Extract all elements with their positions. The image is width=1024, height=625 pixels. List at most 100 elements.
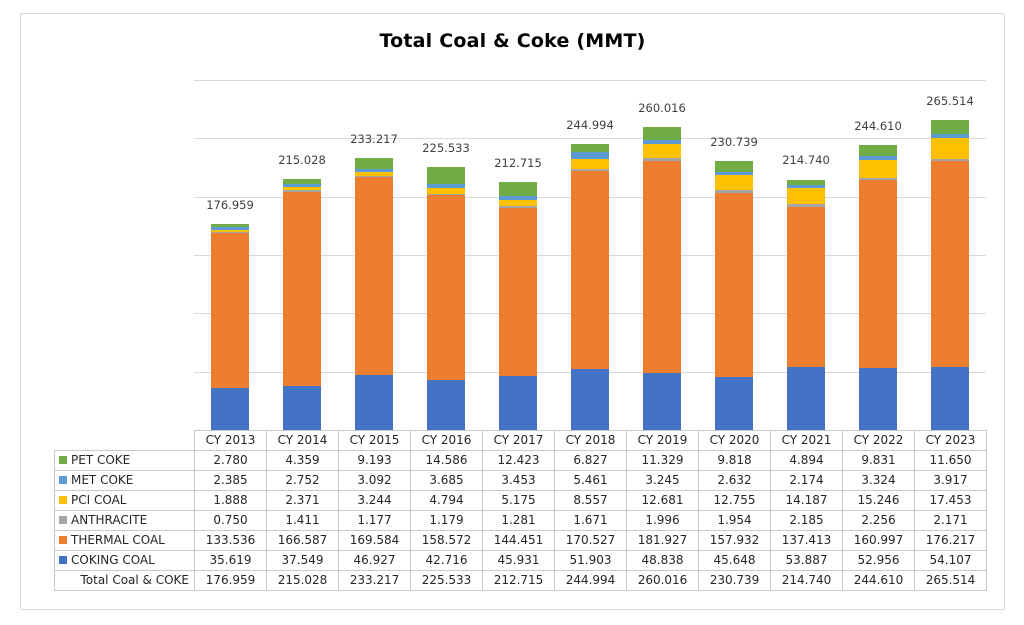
cell-pci-coal-cy-2017: 5.175 <box>482 490 555 511</box>
series-name-label: PET COKE <box>71 453 131 467</box>
legend-swatch-pci-coal <box>59 496 67 504</box>
cell-total-cy-2015: 233.217 <box>338 570 411 591</box>
bar-segment-anthracite-cy-2021 <box>787 204 825 207</box>
column-header-cy-2015: CY 2015 <box>338 430 411 451</box>
bar-total-label-cy-2016: 225.533 <box>422 140 470 155</box>
bar-segment-coking-coal-cy-2020 <box>715 376 753 430</box>
bar-column-cy-2015: 233.217 <box>338 80 410 430</box>
cell-pet-coke-cy-2019: 11.329 <box>626 450 699 471</box>
bar-column-cy-2013: 176.959 <box>194 80 266 430</box>
cell-coking-coal-cy-2014: 37.549 <box>266 550 339 571</box>
bar-segment-anthracite-cy-2014 <box>283 190 321 192</box>
cell-coking-coal-cy-2021: 53.887 <box>770 550 843 571</box>
gridline-300 <box>194 80 986 81</box>
cell-pci-coal-cy-2021: 14.187 <box>770 490 843 511</box>
row-label-pet-coke: PET COKE <box>54 450 195 471</box>
cell-total-cy-2017: 212.715 <box>482 570 555 591</box>
cell-pci-coal-cy-2018: 8.557 <box>554 490 627 511</box>
legend-swatch-pet-coke <box>59 456 67 464</box>
cell-pci-coal-cy-2013: 1.888 <box>194 490 267 511</box>
bar-segment-thermal-coal-cy-2016 <box>427 195 465 381</box>
table-corner-cell <box>55 431 195 451</box>
data-table: CY 2013 CY 2014 CY 2015 CY 2016 CY 2017 CY 20… <box>54 430 987 591</box>
bar-total-label-cy-2022: 244.610 <box>854 118 902 133</box>
bar-segment-pci-coal-cy-2015 <box>355 172 393 177</box>
bar-segment-coking-coal-cy-2021 <box>787 367 825 430</box>
table-header-row: CY 2013 CY 2014 CY 2015 CY 2016 CY 2017 CY 20… <box>55 430 987 451</box>
series-name-label: MET COKE <box>71 473 134 487</box>
bar-segment-met-coke-cy-2022 <box>859 156 897 160</box>
cell-pci-coal-cy-2023: 17.453 <box>914 490 987 511</box>
bar-segment-coking-coal-cy-2013 <box>211 388 249 430</box>
cell-pet-coke-cy-2018: 6.827 <box>554 450 627 471</box>
stacked-bar-cy-2023 <box>931 120 969 430</box>
bar-total-label-cy-2023: 265.514 <box>926 94 974 109</box>
bar-segment-thermal-coal-cy-2022 <box>859 180 897 369</box>
cell-coking-coal-cy-2013: 35.619 <box>194 550 267 571</box>
bar-total-label-cy-2021: 214.740 <box>782 153 830 168</box>
stacked-bar-cy-2017 <box>499 181 537 430</box>
bar-segment-pci-coal-cy-2013 <box>211 229 249 232</box>
series-name-label: THERMAL COAL <box>71 533 165 547</box>
table-row-thermal-coal: THERMAL COAL 133.536 166.587 169.584 158.572… <box>54 530 987 551</box>
cell-anthracite-cy-2013: 0.750 <box>194 510 267 531</box>
stacked-bar-cy-2018 <box>571 144 609 430</box>
bar-segment-met-coke-cy-2023 <box>931 133 969 139</box>
row-label-pci-coal: PCI COAL <box>54 490 195 511</box>
cell-pet-coke-cy-2016: 14.586 <box>410 450 483 471</box>
data-table-body: CY 2013 CY 2014 CY 2015 CY 2016 CY 2017 CY 20… <box>54 430 987 591</box>
bar-segment-met-coke-cy-2016 <box>427 183 465 189</box>
cell-met-coke-cy-2017: 3.453 <box>482 470 555 491</box>
bar-total-label-cy-2013: 176.959 <box>206 197 254 212</box>
bar-column-cy-2022: 244.610 <box>842 80 914 430</box>
cell-met-coke-cy-2023: 3.917 <box>914 470 987 491</box>
bar-segment-coking-coal-cy-2017 <box>499 376 537 430</box>
bar-segment-anthracite-cy-2022 <box>859 177 897 181</box>
row-label-met-coke: MET COKE <box>54 470 195 491</box>
cell-thermal-coal-cy-2017: 144.451 <box>482 530 555 551</box>
cell-met-coke-cy-2020: 2.632 <box>698 470 771 491</box>
legend-swatch-thermal-coal <box>59 536 67 544</box>
bar-segment-pet-coke-cy-2019 <box>643 126 681 140</box>
cell-total-cy-2022: 244.610 <box>842 570 915 591</box>
bar-segment-coking-coal-cy-2019 <box>643 373 681 430</box>
bar-segment-pet-coke-cy-2018 <box>571 144 609 153</box>
bar-segment-pci-coal-cy-2023 <box>931 138 969 159</box>
cell-pet-coke-cy-2014: 4.359 <box>266 450 339 471</box>
column-header-cy-2019: CY 2019 <box>626 430 699 451</box>
cell-pet-coke-cy-2017: 12.423 <box>482 450 555 471</box>
cell-met-coke-cy-2013: 2.385 <box>194 470 267 491</box>
bar-total-label-cy-2020: 230.739 <box>710 134 758 149</box>
bar-column-cy-2018: 244.994 <box>554 80 626 430</box>
cell-anthracite-cy-2022: 2.256 <box>842 510 915 531</box>
bar-segment-pci-coal-cy-2022 <box>859 160 897 178</box>
bar-segment-thermal-coal-cy-2019 <box>643 160 681 374</box>
bar-segment-pet-coke-cy-2014 <box>283 179 321 185</box>
cell-anthracite-cy-2014: 1.411 <box>266 510 339 531</box>
bar-segment-thermal-coal-cy-2021 <box>787 206 825 368</box>
cell-met-coke-cy-2014: 2.752 <box>266 470 339 491</box>
bar-segment-pet-coke-cy-2022 <box>859 144 897 157</box>
bar-column-cy-2016: 225.533 <box>410 80 482 430</box>
bar-column-cy-2020: 230.739 <box>698 80 770 430</box>
bar-segment-anthracite-cy-2018 <box>571 168 609 171</box>
chart-figure: Total Coal & Coke (MMT) 176.959 215.028 23… <box>20 13 1005 610</box>
bar-segment-met-coke-cy-2017 <box>499 196 537 201</box>
bar-segment-pet-coke-cy-2021 <box>787 179 825 186</box>
series-name-label: PCI COAL <box>71 493 127 507</box>
bar-column-cy-2021: 214.740 <box>770 80 842 430</box>
bar-segment-anthracite-cy-2013 <box>211 231 249 233</box>
bar-total-label-cy-2014: 215.028 <box>278 153 326 168</box>
cell-pet-coke-cy-2020: 9.818 <box>698 450 771 471</box>
cell-total-cy-2021: 214.740 <box>770 570 843 591</box>
cell-met-coke-cy-2019: 3.245 <box>626 470 699 491</box>
bar-segment-pci-coal-cy-2018 <box>571 158 609 169</box>
cell-total-cy-2023: 265.514 <box>914 570 987 591</box>
stacked-bar-cy-2021 <box>787 179 825 430</box>
bar-segment-thermal-coal-cy-2023 <box>931 161 969 367</box>
cell-pet-coke-cy-2022: 9.831 <box>842 450 915 471</box>
cell-thermal-coal-cy-2021: 137.413 <box>770 530 843 551</box>
column-header-cy-2017: CY 2017 <box>482 430 555 451</box>
bar-total-label-cy-2017: 212.715 <box>494 155 542 170</box>
